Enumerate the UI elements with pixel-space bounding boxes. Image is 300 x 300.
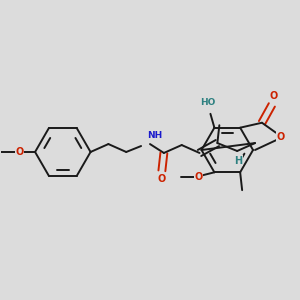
- Text: O: O: [15, 147, 23, 157]
- Text: O: O: [270, 91, 278, 101]
- Text: HO: HO: [200, 98, 215, 107]
- Text: O: O: [158, 174, 166, 184]
- Text: O: O: [194, 172, 203, 182]
- Text: NH: NH: [147, 131, 162, 140]
- Text: O: O: [277, 132, 285, 142]
- Text: H: H: [234, 156, 242, 166]
